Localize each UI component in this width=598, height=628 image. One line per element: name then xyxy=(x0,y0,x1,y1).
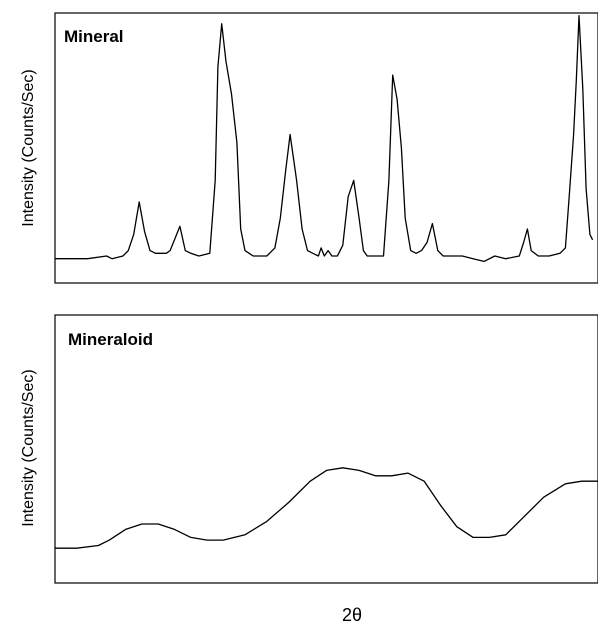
mineraloid-y-axis-label: Intensity (Counts/Sec) xyxy=(20,369,37,526)
mineral-panel: Mineral Intensity (Counts/Sec) xyxy=(20,12,598,284)
mineraloid-series-line xyxy=(55,467,598,549)
x-axis-label: 2θ xyxy=(342,605,362,625)
mineral-y-axis-label: Intensity (Counts/Sec) xyxy=(20,69,37,226)
mineral-plot-frame xyxy=(54,12,598,284)
mineraloid-panel: Mineraloid Intensity (Counts/Sec) xyxy=(20,314,598,584)
mineral-series-line xyxy=(55,15,594,263)
mineral-panel-title: Mineral xyxy=(64,27,124,46)
mineraloid-plot-frame xyxy=(54,314,598,584)
mineraloid-panel-title: Mineraloid xyxy=(68,330,153,349)
